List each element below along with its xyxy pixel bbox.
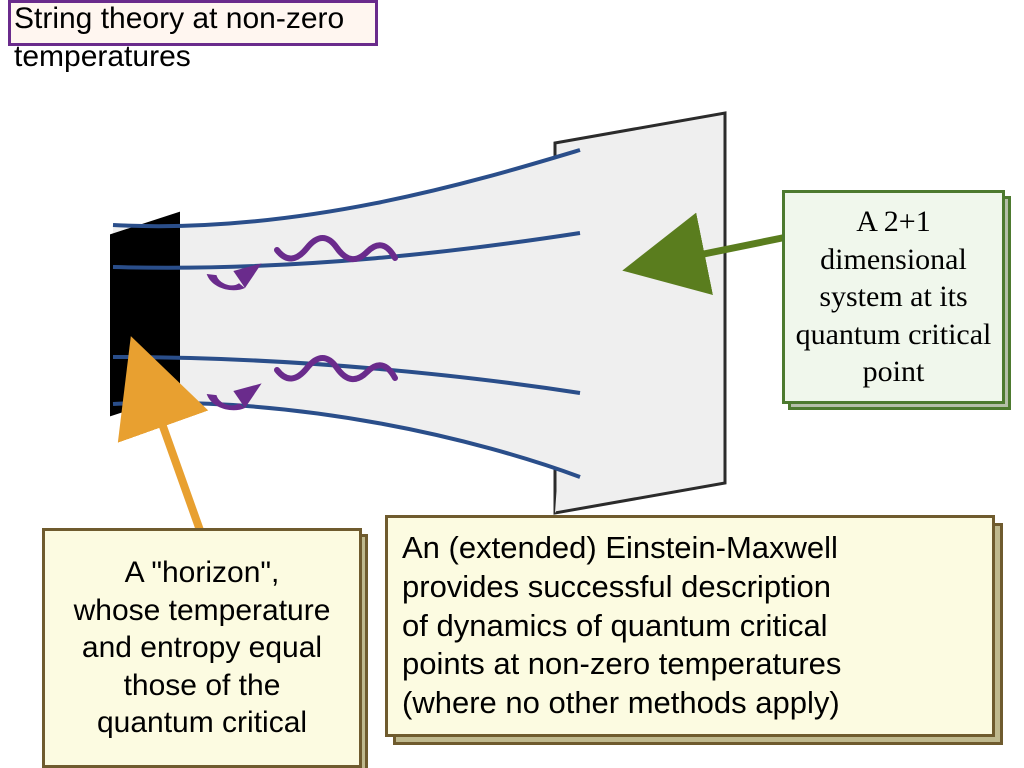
- bottom-right-callout-text: An (extended) Einstein-Maxwellprovides s…: [402, 529, 841, 723]
- bottom-left-callout-text: A "horizon",whose temperatureand entropy…: [74, 554, 331, 742]
- right-callout: A 2+1 dimensional system at its quantum …: [782, 190, 1005, 404]
- right-callout-text: A 2+1 dimensional system at its quantum …: [793, 203, 994, 391]
- bottom-left-callout: A "horizon",whose temperatureand entropy…: [42, 528, 362, 768]
- bottom-right-callout: An (extended) Einstein-Maxwellprovides s…: [385, 515, 995, 737]
